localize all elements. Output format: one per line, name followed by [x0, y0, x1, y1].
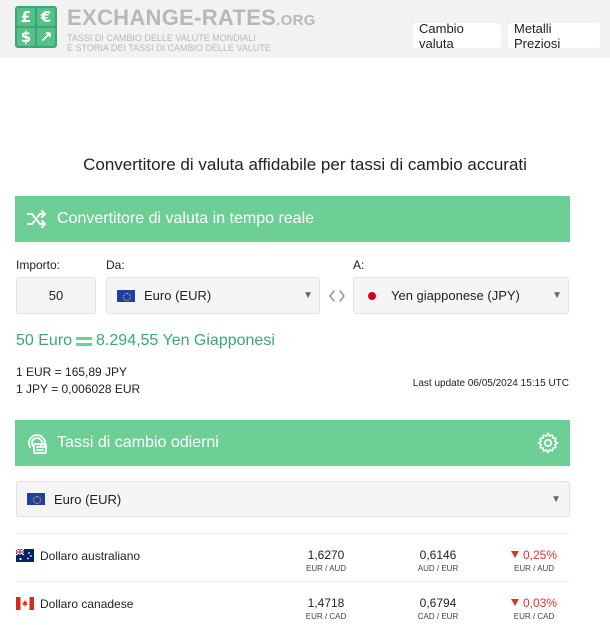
currency-name: Dollaro canadese — [40, 597, 134, 611]
shuffle-icon — [25, 207, 49, 231]
rate-cell: 1,4718 EUR / CAD — [305, 596, 347, 621]
to-currency-select[interactable]: Yen giapponese (JPY) ▼ — [353, 277, 569, 314]
to-currency-value: Yen giapponese (JPY) — [391, 288, 520, 303]
caret-down-icon: ▼ — [552, 290, 562, 301]
currency-name: Dollaro australiano — [40, 549, 141, 563]
amount-value: 50 — [48, 288, 64, 303]
change-cell: 0,03% EUR / CAD — [494, 596, 574, 621]
conversion-result: 50 Euro 8.294,55 Yen Giapponesi — [16, 332, 275, 350]
eu-flag-icon — [27, 493, 45, 505]
last-update: Last update 06/05/2024 15:15 UTC — [412, 378, 569, 389]
eu-flag-icon — [117, 289, 135, 302]
converter-header: Convertitore di valuta in tempo reale — [15, 196, 570, 242]
arrow-down-icon — [510, 599, 519, 607]
page-title: Convertitore di valuta affidabile per ta… — [83, 155, 527, 174]
gear-icon[interactable] — [536, 431, 560, 455]
amount-input[interactable]: 50 — [16, 277, 96, 314]
arrow-down-icon — [510, 551, 519, 559]
canada-flag-icon — [16, 597, 34, 610]
today-rates-header: Tassi di cambio odierni — [15, 420, 570, 466]
change-cell: 0,25% EUR / AUD — [494, 548, 574, 573]
australia-flag-icon — [16, 549, 34, 562]
logo-dollar-glyph: $ — [17, 28, 35, 46]
brand[interactable]: EXCHANGE-RATES.ORG TASSI DI CAMBIO DELLE… — [67, 5, 316, 54]
brand-name: EXCHANGE-RATES.ORG — [67, 5, 316, 30]
base-currency-select[interactable]: Euro (EUR) ▼ — [16, 481, 570, 517]
equals-icon — [76, 336, 93, 346]
logo-trend-glyph: ↗ — [37, 28, 55, 46]
rate-cell: 1,6270 EUR / AUD — [305, 548, 346, 573]
inverse-rate-cell: 0,6794 CAD / EUR — [417, 596, 459, 621]
swap-icon[interactable] — [328, 289, 346, 303]
brand-tagline-2: E STORIA DEI TASSI DI CAMBIO DELLE VALUT… — [67, 43, 271, 53]
table-row[interactable]: Dollaro australiano 1,6270 EUR / AUD 0,6… — [16, 533, 570, 581]
rate-eur-jpy: 1 EUR = 165,89 JPY — [16, 365, 128, 379]
rate-jpy-eur: 1 JPY = 0,006028 EUR — [16, 382, 141, 396]
nav-cambio-valuta[interactable]: Cambio valuta — [413, 21, 501, 51]
site-logo[interactable]: £ € $ ↗ — [15, 6, 57, 48]
from-label: Da: — [106, 258, 125, 272]
brand-tagline-1: TASSI DI CAMBIO DELLE VALUTE MONDIALI — [67, 33, 256, 43]
table-row[interactable]: Dollaro canadese 1,4718 EUR / CAD 0,6794… — [16, 581, 570, 625]
logo-pound-glyph: £ — [17, 8, 35, 26]
amount-label: Importo: — [16, 258, 61, 272]
from-currency-value: Euro (EUR) — [144, 288, 212, 303]
caret-down-icon: ▼ — [303, 290, 313, 301]
base-currency-value: Euro (EUR) — [54, 491, 122, 507]
caret-down-icon: ▼ — [551, 494, 561, 505]
converter-title: Convertitore di valuta in tempo reale — [57, 210, 315, 227]
inverse-rate-cell: 0,6146 AUD / EUR — [417, 548, 459, 573]
japan-flag-icon — [368, 291, 376, 300]
rates-board-icon — [25, 431, 49, 455]
result-from: 50 Euro — [16, 332, 73, 349]
logo-euro-glyph: € — [37, 8, 55, 26]
from-currency-select[interactable]: Euro (EUR) ▼ — [106, 277, 320, 314]
to-label: A: — [353, 258, 365, 272]
nav-metalli-preziosi[interactable]: Metalli Preziosi — [508, 21, 600, 51]
result-to: 8.294,55 Yen Giapponesi — [96, 332, 275, 349]
today-rates-title: Tassi di cambio odierni — [57, 434, 219, 451]
site-header: £ € $ ↗ EXCHANGE-RATES.ORG TASSI DI CAMB… — [0, 0, 610, 58]
